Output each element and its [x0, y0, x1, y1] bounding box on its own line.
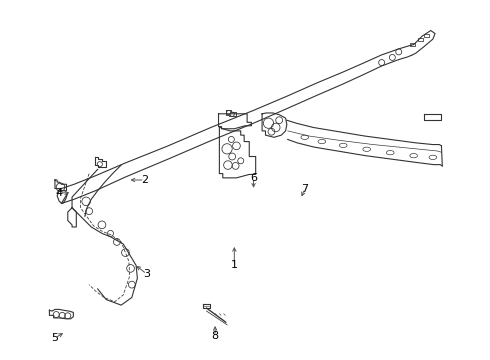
Text: 4: 4 [56, 188, 63, 198]
Text: 6: 6 [250, 173, 257, 183]
Text: 5: 5 [51, 333, 58, 343]
Bar [410, 43, 416, 46]
Text: 8: 8 [212, 331, 219, 341]
Text: 1: 1 [231, 260, 238, 270]
Bar [417, 38, 423, 41]
Text: 7: 7 [301, 184, 308, 194]
Text: 3: 3 [143, 269, 150, 279]
Text: 2: 2 [141, 175, 148, 185]
Bar [424, 33, 429, 37]
